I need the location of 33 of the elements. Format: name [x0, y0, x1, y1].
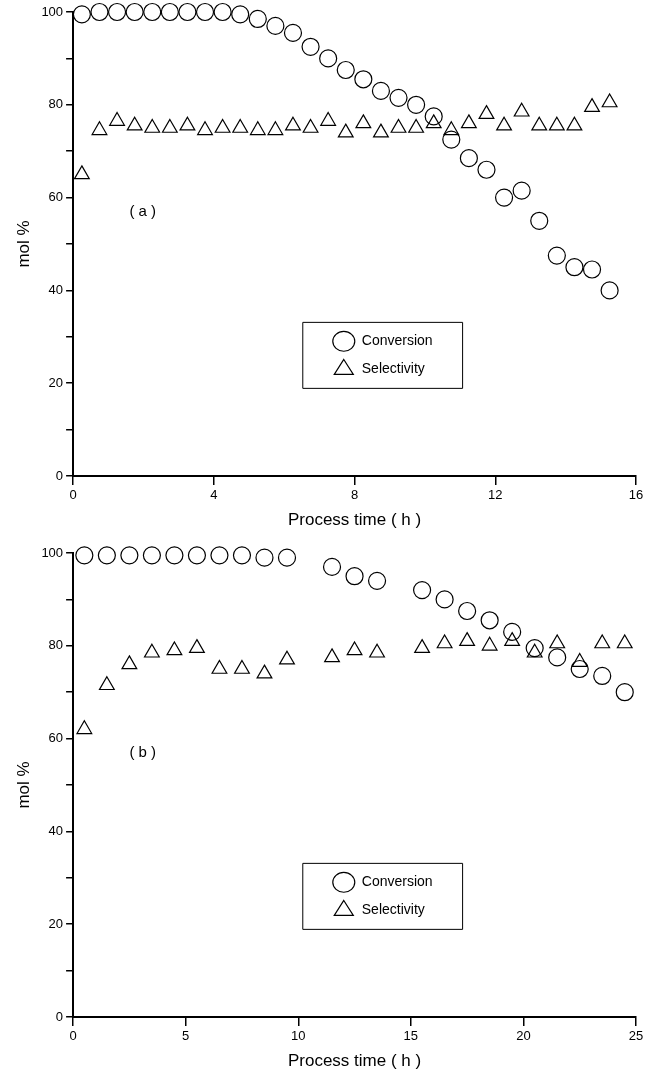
y-tick-label: 0 — [55, 467, 64, 483]
x-tick-label: 20 — [516, 1028, 531, 1044]
y-tick-label: 60 — [48, 730, 64, 746]
x-tick-label: 8 — [350, 487, 359, 503]
y-tick-label: 40 — [48, 281, 64, 297]
y-tick-label: 100 — [41, 3, 64, 19]
legend-label: Selectivity — [361, 901, 425, 918]
x-tick-label: 10 — [291, 1028, 306, 1044]
x-tick-label: 0 — [69, 1028, 77, 1044]
legend-label: Conversion — [361, 332, 433, 349]
y-tick-label: 60 — [48, 189, 64, 205]
x-axis-title: Process time ( h ) — [287, 510, 422, 530]
x-tick-label: 0 — [69, 487, 77, 503]
y-tick-label: 80 — [48, 96, 64, 112]
y-axis-title: mol % — [13, 761, 33, 809]
x-tick-label: 16 — [628, 487, 644, 503]
y-tick-label: 20 — [48, 374, 64, 390]
annotation: ( b ) — [129, 742, 157, 760]
y-tick-label: 100 — [41, 544, 64, 560]
x-axis-title: Process time ( h ) — [287, 1051, 422, 1071]
legend-label: Selectivity — [361, 360, 425, 377]
x-tick-label: 15 — [403, 1028, 419, 1044]
x-tick-label: 4 — [210, 487, 218, 503]
legend-label: Conversion — [361, 873, 433, 890]
x-tick-label: 5 — [182, 1028, 190, 1044]
y-tick-label: 0 — [55, 1008, 64, 1024]
y-tick-label: 40 — [48, 822, 64, 838]
x-tick-label: 25 — [628, 1028, 644, 1044]
x-tick-label: 12 — [488, 487, 503, 503]
y-tick-label: 80 — [48, 637, 64, 653]
annotation: ( a ) — [129, 201, 157, 219]
y-tick-label: 20 — [48, 915, 64, 931]
y-axis-title: mol % — [13, 220, 33, 268]
